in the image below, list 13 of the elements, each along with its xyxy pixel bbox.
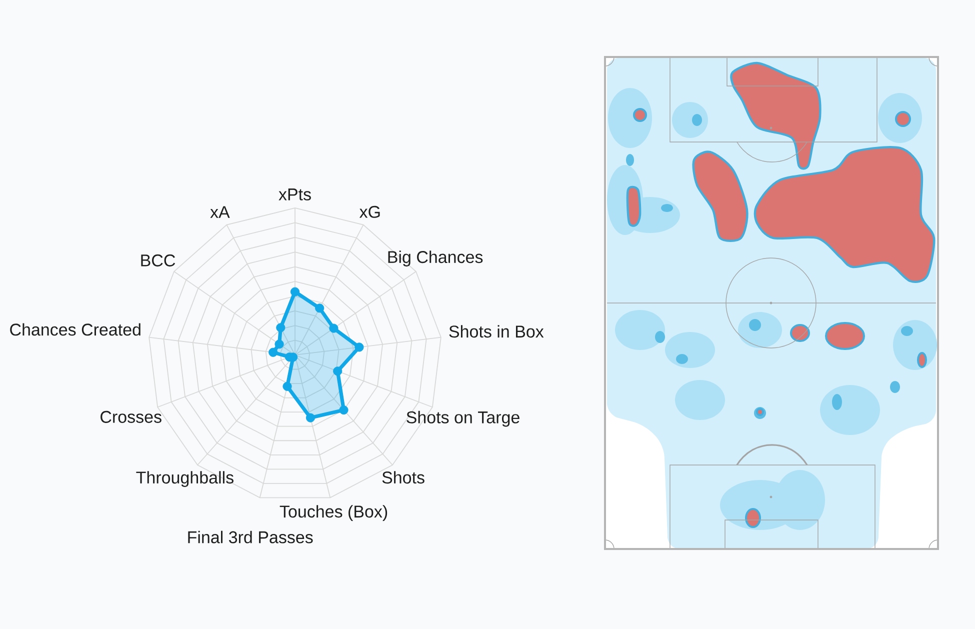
spoke-label: BCC bbox=[141, 254, 176, 266]
spoke-label: xA bbox=[210, 206, 230, 218]
spoke-label: Touches (Box) bbox=[280, 505, 388, 521]
spoke-label: Crosses bbox=[100, 410, 162, 423]
spoke-label: Chances Created bbox=[10, 323, 140, 336]
spoke-label: Shots on Targe bbox=[406, 410, 520, 427]
spoke-label: Shots bbox=[382, 471, 424, 484]
spoke-label: xG bbox=[359, 206, 380, 218]
spoke-label: Big Chances bbox=[388, 250, 483, 266]
spoke-label: xPts bbox=[278, 188, 311, 200]
spoke-label: Throughballs bbox=[136, 471, 234, 487]
spoke-label: Shots in Box bbox=[449, 325, 544, 338]
spoke-label: Final 3rd Passes bbox=[188, 530, 313, 544]
